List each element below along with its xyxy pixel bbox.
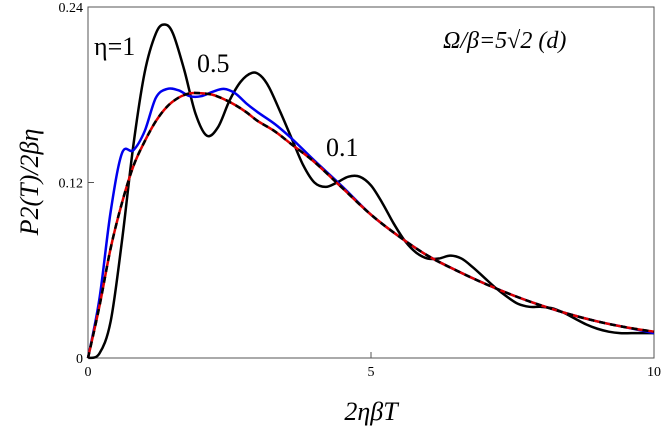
- y-axis-title: P2(T)/2βη: [15, 129, 44, 237]
- ticks: [87, 6, 655, 359]
- annotation-eta-0-1: 0.1: [326, 133, 359, 162]
- annotation-eta-0-5: 0.5: [197, 49, 230, 78]
- panel-label: Ω/β=5√2 (d): [443, 28, 566, 54]
- series-line-1: [86, 87, 655, 359]
- x-axis-title: 2ηβT: [344, 397, 399, 426]
- tick-labels: 0 5 10 0 0.12 0.24: [59, 1, 662, 380]
- annotation-eta-1: η=1: [94, 32, 135, 61]
- x-tick-label-2: 10: [647, 365, 661, 380]
- x-tick-label-0: 0: [85, 365, 92, 380]
- series-line-2: [86, 91, 655, 359]
- series-line-3: [86, 91, 655, 359]
- y-tick-label-2: 0.24: [59, 1, 84, 16]
- series-layer: [86, 23, 655, 360]
- series-line-0: [87, 23, 654, 360]
- x-tick-label-1: 5: [368, 365, 375, 380]
- plot-frame: [87, 6, 655, 359]
- y-tick-label-0: 0: [76, 352, 83, 367]
- y-tick-label-1: 0.12: [59, 177, 84, 192]
